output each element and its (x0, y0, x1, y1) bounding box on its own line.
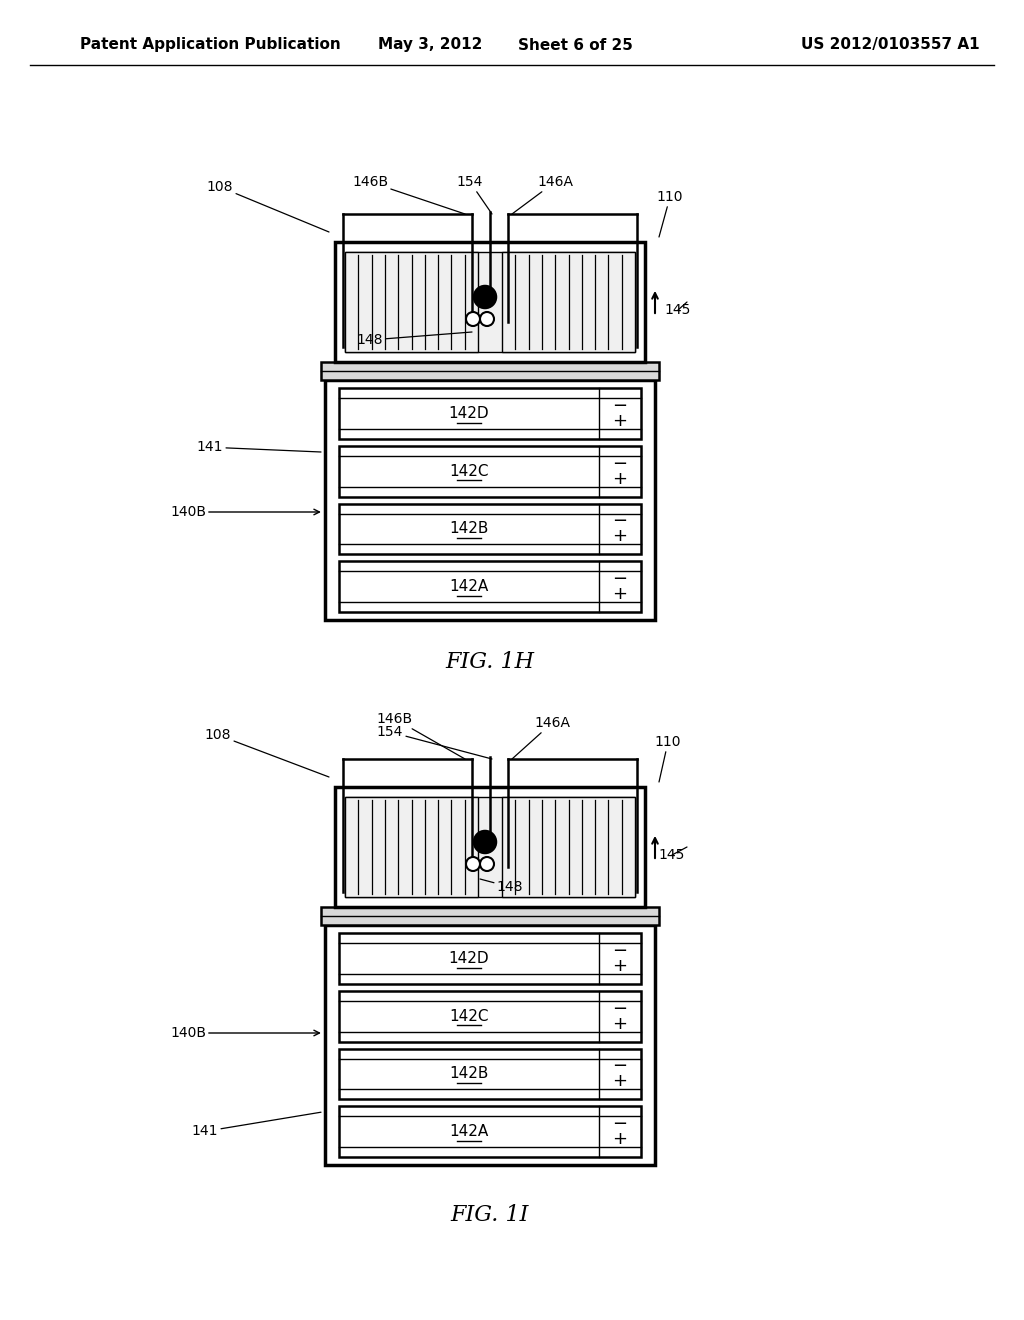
Text: 142C: 142C (450, 1008, 488, 1023)
Text: −: − (612, 941, 628, 960)
Text: 146A: 146A (512, 176, 573, 214)
Text: 142A: 142A (450, 1125, 488, 1139)
Text: 142B: 142B (450, 521, 488, 536)
Text: 145: 145 (658, 847, 687, 862)
Text: 142D: 142D (449, 405, 489, 421)
Text: 146A: 146A (512, 715, 570, 759)
Text: 148: 148 (480, 879, 523, 894)
Text: −: − (612, 512, 628, 531)
Text: 141: 141 (197, 440, 321, 454)
Bar (325, 925, 655, 1166)
Text: 145: 145 (665, 302, 691, 317)
Text: 148: 148 (356, 333, 472, 347)
Bar (335, 787, 645, 907)
Text: +: + (612, 585, 628, 603)
Bar (339, 933, 641, 983)
Circle shape (474, 832, 496, 853)
Bar (502, 797, 635, 898)
Text: 142C: 142C (450, 463, 488, 479)
Text: +: + (612, 1072, 628, 1090)
Bar (339, 388, 641, 438)
Bar (335, 242, 645, 362)
Text: −: − (612, 454, 628, 473)
Text: 110: 110 (654, 735, 681, 781)
Text: 142A: 142A (450, 579, 488, 594)
Circle shape (480, 857, 494, 871)
Circle shape (480, 312, 494, 326)
Text: +: + (612, 1015, 628, 1032)
Text: Sheet 6 of 25: Sheet 6 of 25 (517, 37, 633, 53)
Text: −: − (612, 999, 628, 1018)
Bar (339, 446, 641, 496)
Text: 154: 154 (377, 725, 492, 759)
Text: −: − (612, 1057, 628, 1076)
Bar (502, 252, 635, 352)
Circle shape (466, 312, 480, 326)
Text: 142D: 142D (449, 950, 489, 966)
Text: +: + (612, 1130, 628, 1148)
Text: +: + (612, 412, 628, 430)
Text: 108: 108 (205, 729, 329, 777)
Circle shape (474, 286, 496, 308)
Text: 110: 110 (656, 190, 683, 238)
Bar (339, 1106, 641, 1158)
Text: 140B: 140B (170, 1026, 319, 1040)
Text: 142B: 142B (450, 1067, 488, 1081)
Bar (339, 991, 641, 1041)
Text: US 2012/0103557 A1: US 2012/0103557 A1 (801, 37, 979, 53)
Text: 146B: 146B (352, 176, 465, 214)
Text: 140B: 140B (170, 506, 319, 519)
Text: 141: 141 (191, 1113, 321, 1138)
Text: FIG. 1H: FIG. 1H (445, 651, 535, 673)
Text: −: − (612, 570, 628, 587)
Bar (345, 797, 478, 898)
Text: May 3, 2012: May 3, 2012 (378, 37, 482, 53)
Text: +: + (612, 528, 628, 545)
Bar (339, 561, 641, 612)
Bar (321, 362, 659, 380)
Text: −: − (612, 1115, 628, 1133)
Bar (345, 252, 635, 352)
Bar (325, 380, 655, 620)
Text: 146B: 146B (377, 711, 465, 759)
Text: +: + (612, 957, 628, 975)
Text: Patent Application Publication: Patent Application Publication (80, 37, 341, 53)
Circle shape (466, 857, 480, 871)
Bar (339, 503, 641, 554)
Text: 154: 154 (457, 176, 492, 214)
Bar (321, 907, 659, 925)
Bar (339, 1048, 641, 1100)
Text: 108: 108 (207, 180, 329, 232)
Bar (345, 252, 478, 352)
Text: −: − (612, 397, 628, 414)
Text: FIG. 1I: FIG. 1I (451, 1204, 529, 1226)
Text: +: + (612, 470, 628, 487)
Bar (345, 797, 635, 898)
